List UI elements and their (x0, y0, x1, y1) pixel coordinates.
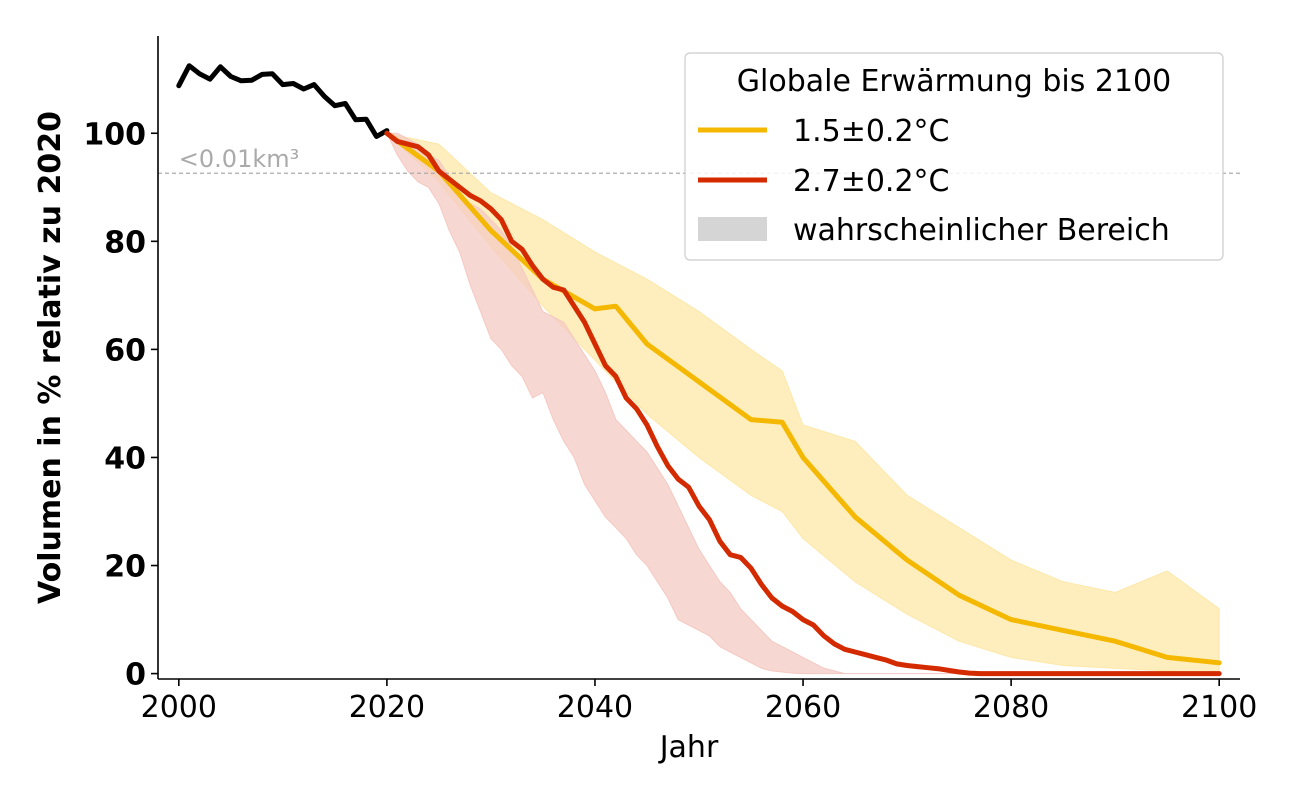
y-axis-label: Volumen in % relativ zu 2020 (33, 111, 68, 604)
y-tick-label: 60 (104, 333, 146, 368)
x-axis-label: Jahr (658, 730, 719, 765)
y-tick-label: 20 (104, 550, 146, 585)
y-tick-label: 0 (125, 658, 146, 693)
legend-label-1: 1.5±0.2°C (793, 114, 950, 149)
series-line-2 (384, 130, 1222, 677)
series-lines (176, 63, 1222, 677)
legend: Globale Erwärmung bis 2100 1.5±0.2°C 2.7±0… (684, 52, 1224, 261)
x-tick-label: 2060 (765, 690, 841, 725)
y-tick-label: 80 (104, 225, 146, 260)
x-tick-label: 2040 (557, 690, 633, 725)
legend-label-2: 2.7±0.2°C (793, 164, 950, 199)
x-tick-label: 2000 (141, 690, 217, 725)
y-tick-label: 40 (104, 441, 146, 476)
legend-title: Globale Erwärmung bis 2100 (737, 64, 1171, 99)
legend-range-swatch (698, 217, 767, 241)
historical-line (176, 63, 390, 139)
range-band-2 (386, 132, 1220, 675)
likely-range-bands (385, 132, 1220, 675)
legend-range-label: wahrscheinlicher Bereich (793, 213, 1170, 248)
x-tick-label: 2080 (973, 690, 1049, 725)
threshold-label: <0.01km³ (179, 145, 299, 173)
x-tick-label: 2020 (349, 690, 425, 725)
x-tick-label: 2100 (1181, 690, 1257, 725)
legend-box (684, 52, 1224, 261)
y-tick-label: 100 (83, 117, 146, 152)
range-band-1 (385, 132, 1220, 675)
